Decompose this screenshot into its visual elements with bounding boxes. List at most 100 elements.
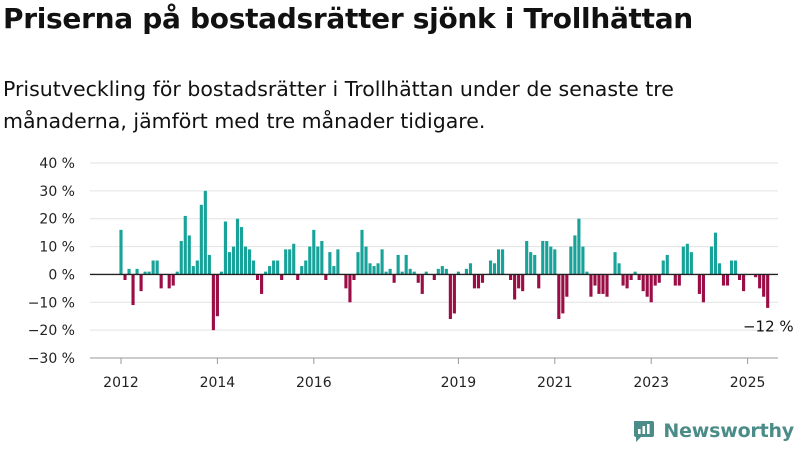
- bar: [456, 271, 460, 275]
- bar: [227, 252, 232, 275]
- bar: [709, 246, 714, 275]
- bar: [617, 263, 621, 275]
- bar: [513, 274, 517, 300]
- bar: [464, 268, 468, 275]
- bar: [352, 274, 356, 280]
- bar: [364, 246, 368, 275]
- bar: [766, 274, 770, 308]
- bar: [541, 241, 545, 275]
- bar: [673, 274, 677, 286]
- bar: [412, 271, 416, 275]
- bar: [713, 232, 718, 275]
- bar: [296, 274, 300, 280]
- bar: [312, 229, 316, 275]
- bar: [187, 235, 191, 275]
- bar: [641, 274, 645, 292]
- bar: [529, 252, 533, 275]
- bar: [589, 274, 593, 297]
- bar: [215, 274, 219, 317]
- bar: [721, 274, 726, 286]
- y-tick-label: −20 %: [28, 323, 75, 339]
- bar: [167, 274, 171, 289]
- bar: [175, 271, 179, 275]
- bar: [689, 252, 693, 275]
- bar: [472, 274, 477, 289]
- x-tick-label: 2025: [730, 375, 766, 391]
- axes: [90, 273, 778, 364]
- bar: [268, 266, 272, 275]
- bar: [497, 249, 501, 275]
- bar: [292, 243, 296, 275]
- bar: [649, 274, 653, 303]
- bar: [557, 274, 561, 319]
- bar: [239, 227, 244, 275]
- x-tick-label: 2012: [103, 375, 139, 391]
- bar: [468, 263, 473, 275]
- bar: [408, 268, 412, 275]
- bar: [629, 274, 633, 280]
- bar: [284, 249, 288, 275]
- bar: [404, 254, 408, 275]
- bar: [320, 241, 324, 275]
- bar: [621, 274, 625, 286]
- bar: [738, 274, 742, 280]
- bar: [356, 252, 360, 275]
- bar: [195, 260, 199, 275]
- bar: [171, 274, 175, 286]
- bar: [155, 260, 159, 275]
- bar: [444, 268, 448, 275]
- bar: [517, 274, 521, 289]
- bar: [657, 274, 661, 283]
- bar: [681, 246, 685, 275]
- y-tick-label: 40 %: [39, 156, 75, 172]
- bar: [332, 266, 336, 275]
- x-tick-label: 2016: [296, 375, 332, 391]
- bar: [553, 249, 557, 275]
- bar: [597, 274, 601, 294]
- bar: [376, 263, 380, 275]
- bar: [742, 274, 746, 292]
- bar: [119, 229, 123, 275]
- bar: [613, 252, 617, 275]
- bar: [452, 274, 456, 314]
- bar: [372, 266, 376, 275]
- x-tick-label: 2023: [633, 375, 669, 391]
- bar: [665, 254, 669, 275]
- bar: [135, 268, 139, 275]
- bar: [685, 243, 689, 275]
- bar: [440, 266, 444, 275]
- bar: [123, 274, 127, 280]
- bar: [593, 274, 597, 286]
- labels: 40 % 30 % 20 % 10 % 0 % −10 % −20 % −30 % 2012 20…: [28, 156, 794, 391]
- y-tick-label: −30 %: [28, 351, 75, 367]
- bar: [509, 274, 513, 280]
- bar: [199, 204, 203, 275]
- bars: [119, 190, 770, 331]
- bar: [328, 252, 332, 275]
- brand-logo: Newsworthy: [631, 418, 794, 444]
- bar: [717, 263, 722, 275]
- bar: [280, 274, 284, 280]
- bar: [420, 274, 424, 294]
- bar: [549, 246, 553, 275]
- bar: [384, 271, 388, 275]
- bar: [396, 254, 400, 275]
- bar: [537, 274, 541, 289]
- bar: [501, 249, 505, 275]
- bar: [388, 268, 392, 275]
- bar: [561, 274, 565, 314]
- bar: [179, 241, 183, 275]
- bar: [480, 274, 485, 283]
- bar: [191, 266, 195, 275]
- page-subtitle: Prisutveckling för bostadsrätter i Troll…: [3, 77, 674, 133]
- bar: [754, 274, 758, 278]
- newsworthy-logo-icon: [634, 421, 655, 442]
- bar: [211, 274, 215, 331]
- bar: [645, 274, 649, 297]
- bar: [432, 274, 436, 280]
- bar: [416, 274, 420, 283]
- bar: [219, 271, 223, 275]
- bar: [348, 274, 352, 303]
- bar: [203, 190, 207, 275]
